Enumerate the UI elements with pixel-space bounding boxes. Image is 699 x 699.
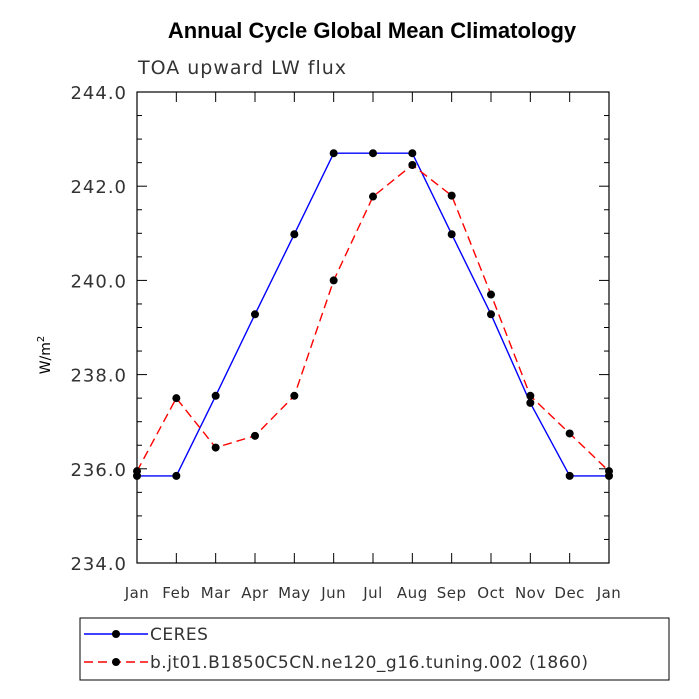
data-point	[487, 310, 495, 319]
x-tick-label: Aug	[397, 584, 428, 602]
data-point	[369, 192, 377, 201]
series-1	[133, 149, 613, 480]
data-point	[565, 429, 574, 438]
data-point	[133, 467, 141, 476]
data-point	[211, 443, 220, 452]
chart-subtitle: TOA upward LW flux	[137, 57, 347, 79]
x-tick-label: Nov	[515, 584, 546, 602]
plot-frame	[136, 91, 610, 564]
x-tick-label: Jun	[320, 584, 346, 602]
series-line	[137, 152, 609, 477]
y-axis-label-text: W/m	[38, 342, 54, 374]
data-point	[172, 394, 181, 403]
y-axis-label: W/m2	[36, 336, 54, 375]
legend-marker	[112, 630, 120, 638]
data-point	[290, 230, 299, 239]
data-point	[408, 149, 417, 158]
y-tick-label: 240.0	[70, 271, 127, 292]
x-tick-label: Jan	[124, 584, 150, 602]
series-2	[133, 161, 613, 476]
data-point	[290, 391, 299, 400]
y-tick-label: 242.0	[70, 177, 127, 198]
data-point	[447, 191, 456, 200]
x-axis: Jan Feb Mar Apr May Jun Jul Aug Sep Oct Nov Dec Jan	[124, 92, 622, 602]
y-tick-label: 236.0	[70, 460, 127, 481]
y-axis-label-superscript: 2	[36, 336, 47, 342]
x-tick-label: Mar	[201, 584, 231, 602]
plot-border	[136, 91, 610, 564]
legend-marker	[112, 658, 120, 666]
legend-label: CERES	[150, 625, 208, 645]
data-point	[565, 471, 574, 480]
x-tick-label: Dec	[554, 584, 585, 602]
chart-title: Annual Cycle Global Mean Climatology	[168, 18, 577, 43]
data-point	[487, 290, 495, 299]
data-point	[526, 391, 535, 400]
x-tick-label: Oct	[477, 584, 504, 602]
x-tick-label: Jul	[362, 584, 383, 602]
legend-box	[79, 617, 670, 681]
data-point	[329, 276, 338, 285]
x-tick-label: Apr	[241, 584, 269, 602]
data-point	[369, 149, 377, 158]
x-tick-label: Sep	[437, 584, 467, 602]
y-tick-label: 234.0	[70, 554, 127, 575]
x-tick-label: May	[278, 584, 311, 602]
data-point	[211, 391, 220, 400]
data-point	[605, 467, 613, 476]
data-point	[172, 471, 181, 480]
data-point	[447, 230, 456, 239]
series-line	[136, 164, 610, 472]
data-point	[526, 398, 535, 407]
x-tick-label: Jan	[596, 584, 622, 602]
legend: CERES b.jt01.B1850C5CN.ne120_g16.tuning.0…	[79, 617, 670, 681]
data-point	[251, 431, 259, 440]
data-point	[408, 161, 417, 170]
legend-label: b.jt01.B1850C5CN.ne120_g16.tuning.002 (1…	[150, 653, 589, 673]
y-axis: 234.0 236.0 238.0 240.0 242.0 244.0	[70, 83, 609, 575]
y-tick-label: 244.0	[70, 83, 127, 104]
series-layer	[133, 149, 613, 480]
data-point	[329, 149, 338, 158]
data-point	[251, 310, 259, 319]
y-tick-label: 238.0	[70, 366, 127, 387]
x-tick-label: Feb	[162, 584, 190, 602]
